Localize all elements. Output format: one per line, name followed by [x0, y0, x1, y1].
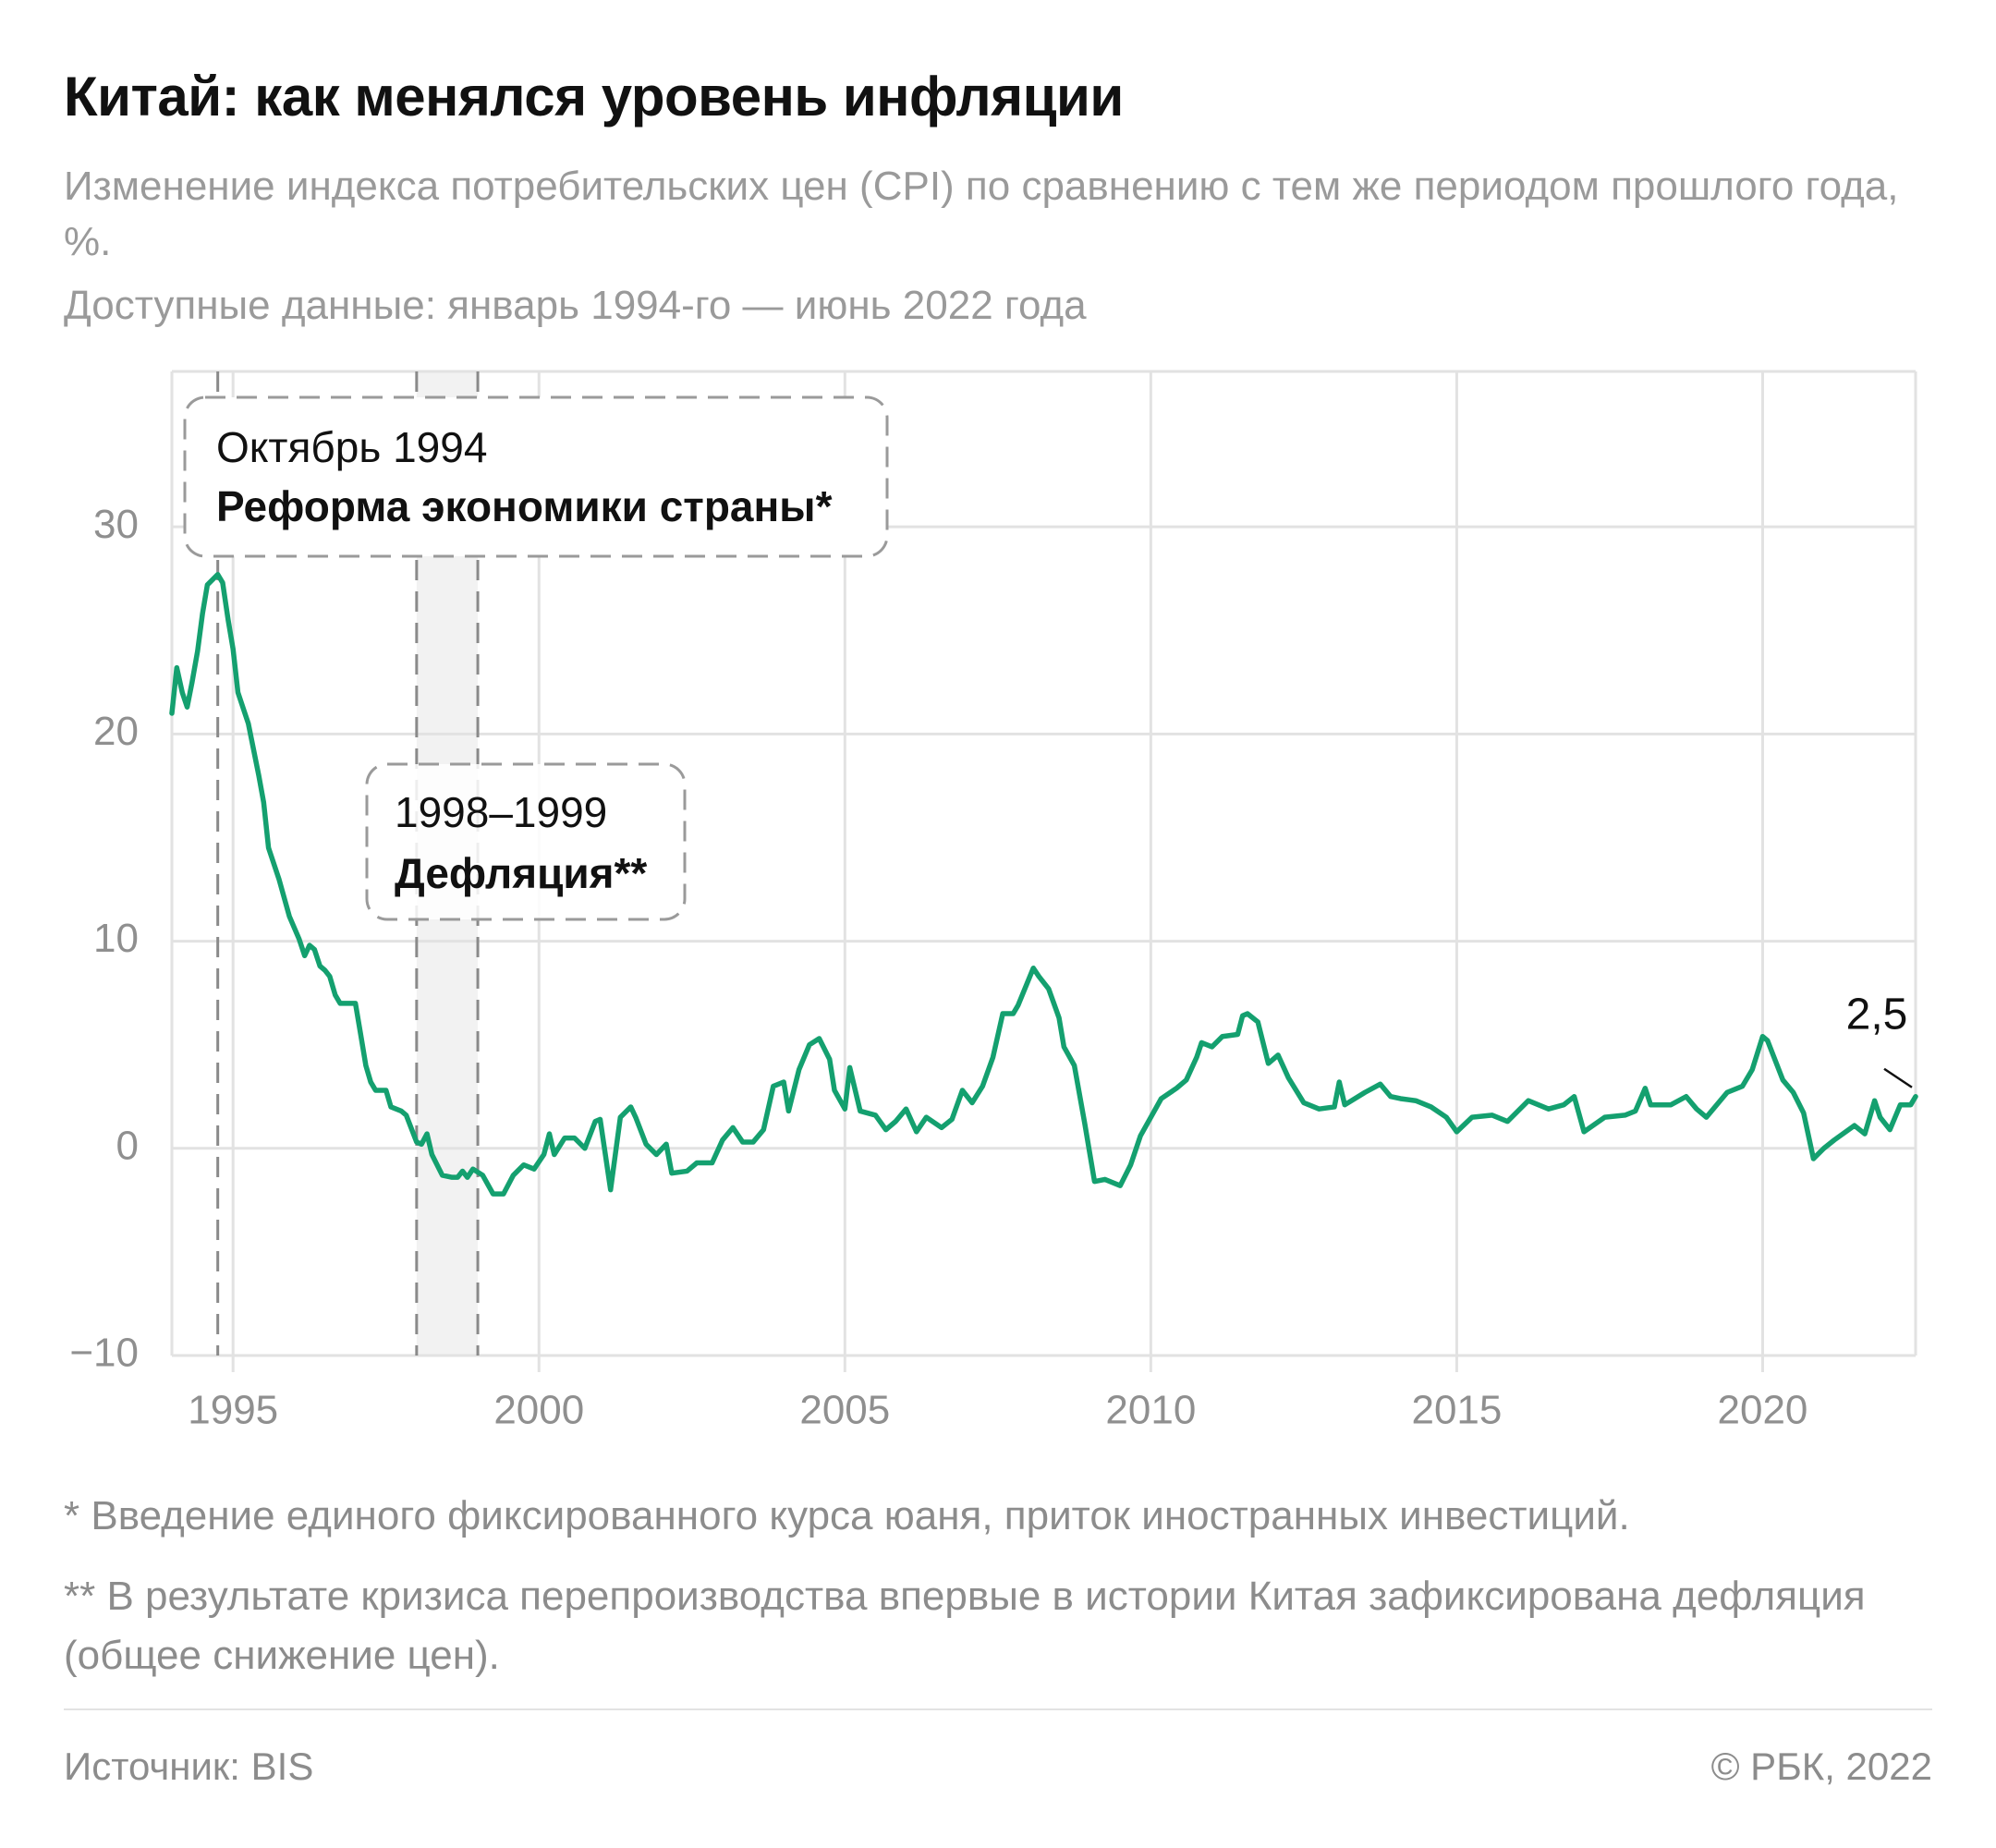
y-tick-label: 0: [116, 1123, 139, 1168]
annotation-text: Реформа экономики страны*: [216, 482, 833, 530]
value-label: 2,5: [1846, 990, 1908, 1039]
x-tick-label: 2020: [1718, 1388, 1808, 1433]
chart-title: Китай: как менялся уровень инфляции: [64, 66, 1124, 128]
y-tick-label: −10: [69, 1331, 139, 1376]
x-tick-label: 1995: [188, 1388, 278, 1433]
y-tick-label: 10: [93, 916, 139, 961]
separator: [64, 1708, 1932, 1710]
x-tick-label: 2000: [493, 1388, 584, 1433]
label-leader: [1883, 1067, 1913, 1088]
x-tick-label: 2010: [1105, 1388, 1196, 1433]
annotation-text: Дефляция**: [395, 849, 647, 897]
y-tick-label: 20: [93, 709, 139, 754]
annotation-title: Октябрь 1994: [216, 423, 487, 471]
data-note: Доступные данные: январь 1994-го — июнь …: [64, 283, 1087, 328]
credit: © РБК, 2022: [1710, 1745, 1932, 1788]
annotation-box: [365, 762, 687, 921]
footnote: ** В результате кризиса перепроизводства…: [64, 1574, 1866, 1678]
data-line: [169, 571, 1918, 1197]
x-tick-label: 2005: [799, 1388, 890, 1433]
footnote: * Введение единого фиксированного курса …: [64, 1493, 1630, 1538]
y-tick-label: 30: [93, 502, 139, 547]
annotation-title: 1998–1999: [395, 788, 607, 836]
chart-subtitle: Изменение индекса потребительских цен (C…: [64, 164, 1899, 264]
source: Источник: BIS: [64, 1745, 314, 1788]
annotation-box: [183, 395, 889, 558]
x-tick-label: 2015: [1411, 1388, 1502, 1433]
